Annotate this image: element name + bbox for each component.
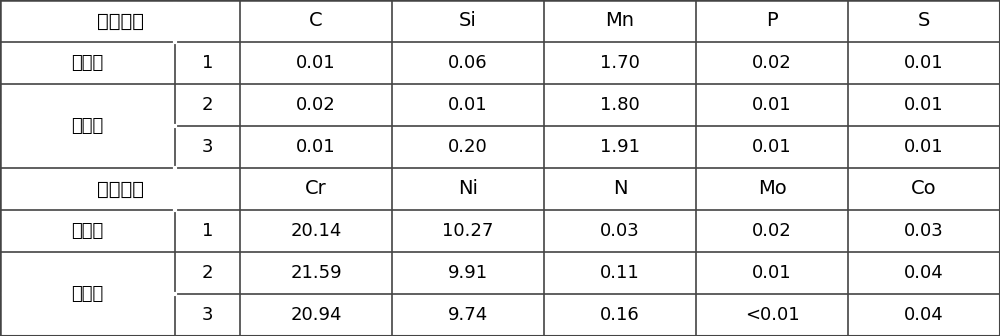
Text: 1: 1 (202, 54, 213, 72)
Text: 分类编号: 分类编号 (96, 179, 144, 199)
Text: 20.94: 20.94 (290, 306, 342, 324)
Text: 1: 1 (202, 222, 213, 240)
Text: Mn: Mn (606, 11, 635, 31)
Text: 0.01: 0.01 (904, 138, 944, 156)
Text: 0.01: 0.01 (904, 54, 944, 72)
Text: 0.04: 0.04 (904, 306, 944, 324)
Text: 0.04: 0.04 (904, 264, 944, 282)
Text: 分类编号: 分类编号 (96, 11, 144, 31)
Text: 10.27: 10.27 (442, 222, 494, 240)
Text: Cr: Cr (305, 179, 327, 199)
Text: 3: 3 (202, 306, 213, 324)
Text: 对比例: 对比例 (71, 54, 104, 72)
Text: 对比例: 对比例 (71, 222, 104, 240)
Text: 0.20: 0.20 (448, 138, 488, 156)
Text: 0.03: 0.03 (600, 222, 640, 240)
Text: Si: Si (459, 11, 477, 31)
Text: 发明例: 发明例 (71, 117, 104, 135)
Text: 21.59: 21.59 (290, 264, 342, 282)
Text: 0.01: 0.01 (752, 138, 792, 156)
Text: 2: 2 (202, 96, 213, 114)
Text: 3: 3 (202, 138, 213, 156)
Text: 1.70: 1.70 (600, 54, 640, 72)
Text: 0.01: 0.01 (752, 96, 792, 114)
Text: 0.06: 0.06 (448, 54, 488, 72)
Text: S: S (918, 11, 930, 31)
Text: 9.74: 9.74 (448, 306, 488, 324)
Text: <0.01: <0.01 (745, 306, 799, 324)
Text: Ni: Ni (458, 179, 478, 199)
Text: C: C (309, 11, 323, 31)
Text: 0.01: 0.01 (296, 138, 336, 156)
Text: 9.91: 9.91 (448, 264, 488, 282)
Text: 0.11: 0.11 (600, 264, 640, 282)
Text: P: P (766, 11, 778, 31)
Text: 0.02: 0.02 (296, 96, 336, 114)
Text: 20.14: 20.14 (290, 222, 342, 240)
Text: Mo: Mo (758, 179, 786, 199)
Text: 0.16: 0.16 (600, 306, 640, 324)
Text: 0.02: 0.02 (752, 222, 792, 240)
Text: 2: 2 (202, 264, 213, 282)
Text: 1.80: 1.80 (600, 96, 640, 114)
Text: 0.01: 0.01 (296, 54, 336, 72)
Text: Co: Co (911, 179, 937, 199)
Text: 0.03: 0.03 (904, 222, 944, 240)
Text: 0.01: 0.01 (904, 96, 944, 114)
Text: 发明例: 发明例 (71, 285, 104, 303)
Text: 0.02: 0.02 (752, 54, 792, 72)
Text: 0.01: 0.01 (752, 264, 792, 282)
Text: 0.01: 0.01 (448, 96, 488, 114)
Text: N: N (613, 179, 627, 199)
Text: 1.91: 1.91 (600, 138, 640, 156)
